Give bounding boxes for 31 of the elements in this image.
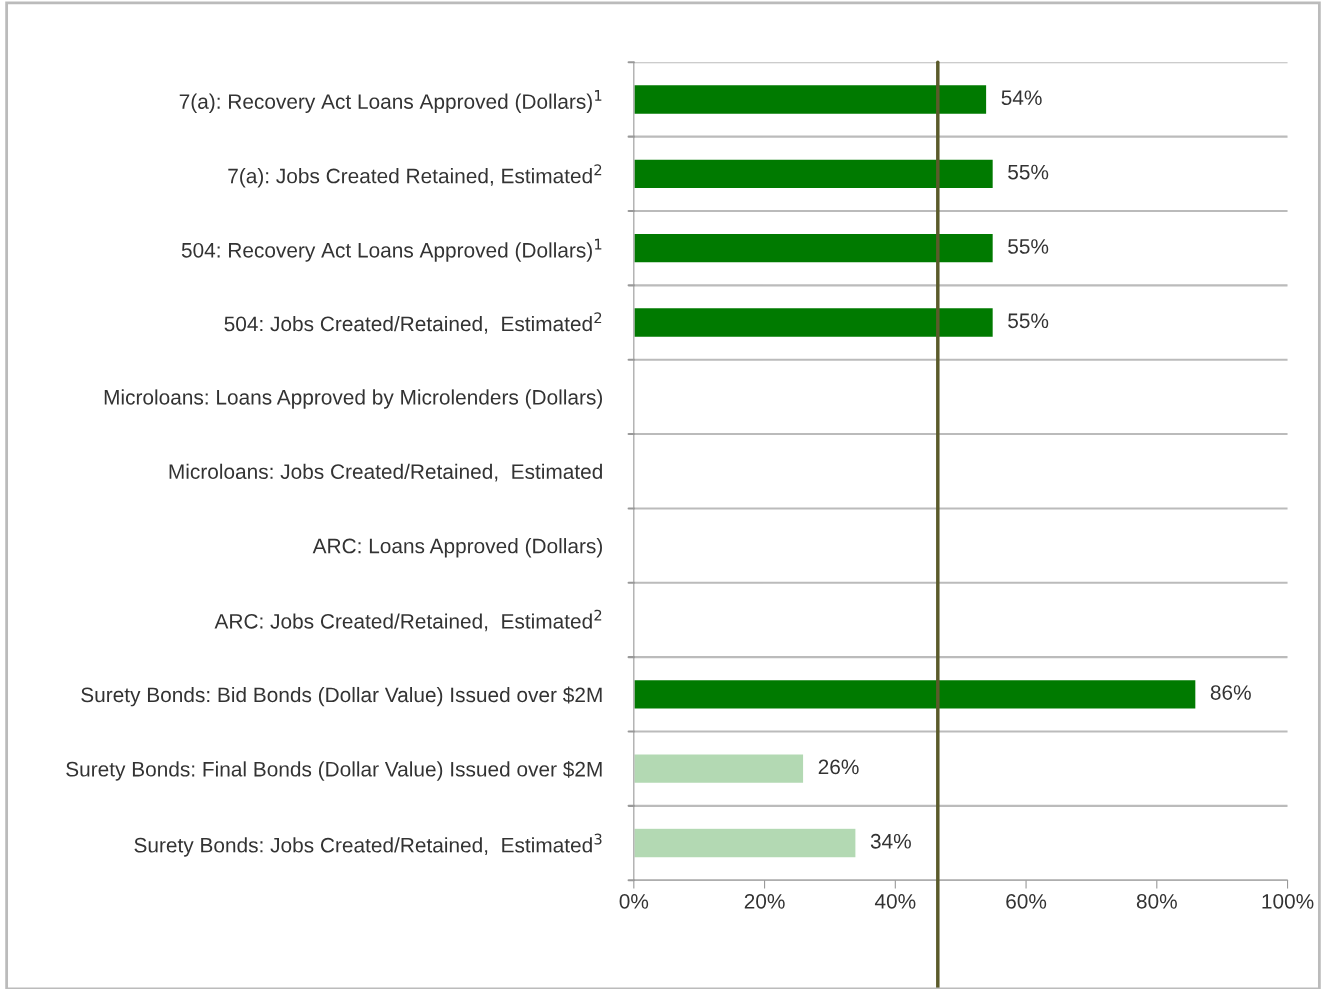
bar (633, 306, 995, 339)
x-tick-label: 80% (1136, 893, 1177, 909)
data-label: 55% (1008, 313, 1049, 329)
data-label: 55% (1008, 239, 1049, 254)
x-tick-label: 40% (874, 893, 916, 909)
bar (633, 158, 995, 190)
bar (633, 232, 995, 264)
y-tick-label: ARC: Loans Approved (Dollars) (312, 538, 602, 558)
y-tick-label: Surety Bonds: Bid Bonds (Dollar Value) Issued over $2M (81, 686, 602, 707)
y-tick-label: 504: Jobs Created/Retained, Estimated$^{2}$ (224, 312, 602, 334)
y-tick-label: 7(a): Recovery Act Loans Approved (Dollars)$^{1}$ (179, 90, 602, 114)
y-tick-label: Surety Bonds: Final Bonds (Dollar Value) Issued over $2M (66, 760, 602, 781)
y-tick-label: 7(a): Jobs Created Retained, Estimated$^{2}$ (228, 164, 602, 188)
data-label: 86% (1210, 685, 1251, 700)
x-tick-label: 100% (1262, 893, 1314, 909)
y-tick-label: Surety Bonds: Jobs Created/Retained, Estimated$^{3}$ (134, 833, 602, 857)
y-tick-label: Microloans: Loans Approved by Microlenders (Dollars) (104, 389, 603, 409)
x-tick-label: 20% (744, 893, 785, 909)
x-tick-label: 0% (619, 893, 649, 909)
data-label: 34% (870, 833, 911, 849)
bar (633, 83, 988, 116)
bar (633, 827, 857, 859)
y-tick-label: ARC: Jobs Created/Retained, Estimated$^{2}$ (214, 609, 602, 632)
y-tick-label: 504: Recovery Act Loans Approved (Dollars)$^{1}$ (181, 238, 602, 262)
bar (633, 753, 805, 785)
x-tick-label: 60% (1006, 893, 1047, 909)
data-label: 55% (1008, 164, 1049, 180)
data-label: 26% (818, 759, 859, 775)
bar (633, 678, 1197, 710)
y-tick-label: Microloans: Jobs Created/Retained, Estimated (169, 463, 602, 482)
data-label: 54% (1001, 90, 1042, 106)
